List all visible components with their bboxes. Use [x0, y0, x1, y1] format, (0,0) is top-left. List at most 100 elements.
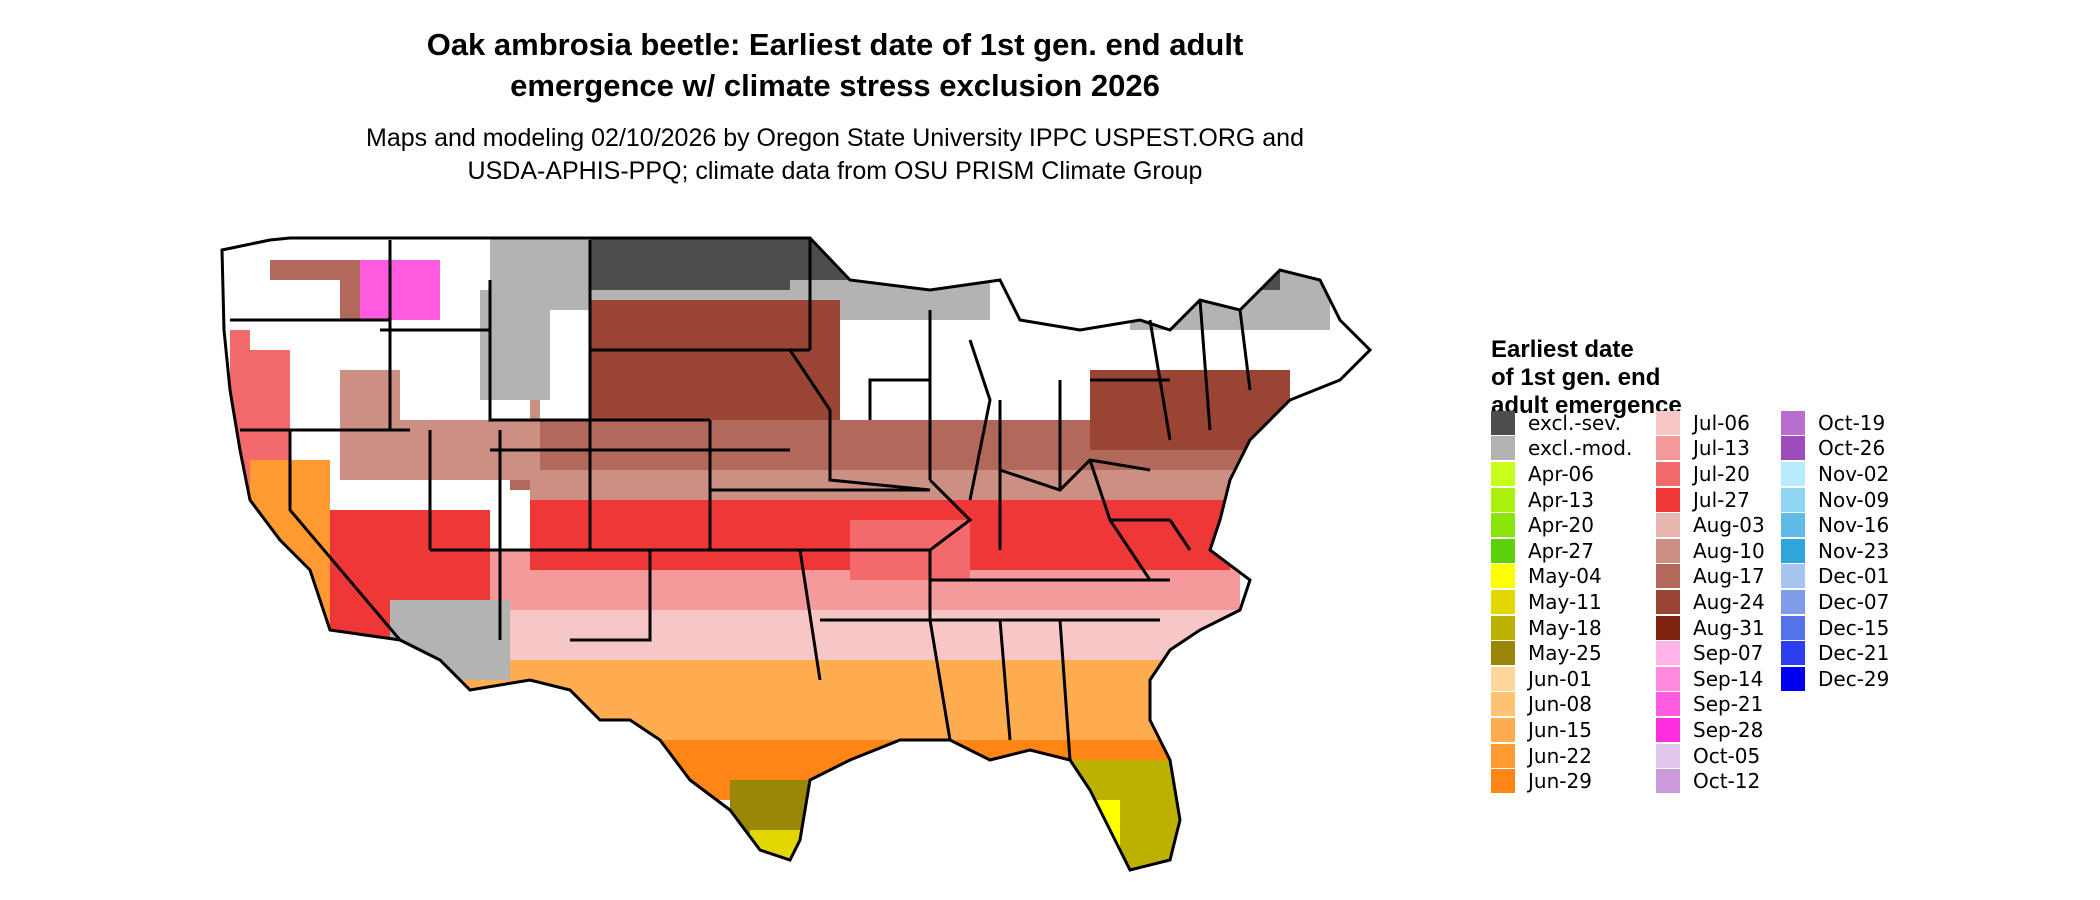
legend-item: Sep-14: [1656, 666, 1765, 692]
legend-column-1: excl.-sev. excl.-mod. Apr-06 Apr-13 Apr-20 Ap…: [1491, 410, 1632, 794]
legend-label: Sep-28: [1693, 717, 1764, 742]
legend-swatch: [1781, 666, 1805, 691]
legend-swatch: [1656, 641, 1680, 666]
legend-item: Aug-17: [1656, 564, 1765, 590]
legend-item: Jun-01: [1491, 666, 1632, 692]
legend-label: Aug-31: [1693, 615, 1765, 640]
legend-swatch: [1781, 436, 1805, 461]
legend-item: Apr-20: [1491, 512, 1632, 538]
legend-label: excl.-mod.: [1528, 436, 1633, 461]
legend-swatch: [1656, 615, 1680, 640]
legend-item: Oct-19: [1781, 410, 1889, 436]
legend-item: Oct-12: [1656, 768, 1765, 794]
legend-label: Nov-02: [1818, 461, 1890, 486]
legend-label: Apr-20: [1528, 513, 1594, 538]
legend-label: Nov-23: [1818, 538, 1890, 563]
legend-label: Dec-29: [1818, 666, 1890, 691]
legend-label: Aug-10: [1693, 538, 1765, 563]
legend-item: May-11: [1491, 589, 1632, 615]
legend-label: May-25: [1528, 641, 1602, 666]
legend-swatch: [1656, 538, 1680, 563]
legend-swatch: [1491, 692, 1515, 717]
legend-title-line-2: of 1st gen. end: [1491, 364, 1661, 391]
legend-swatch: [1781, 513, 1805, 538]
legend-label: Oct-19: [1818, 410, 1886, 435]
legend-label: Dec-07: [1818, 589, 1890, 614]
legend-item: Nov-23: [1781, 538, 1889, 564]
legend-item: May-18: [1491, 615, 1632, 641]
legend-label: Sep-21: [1693, 692, 1764, 717]
legend-swatch: [1781, 487, 1805, 512]
state-boundaries: [220, 236, 1373, 872]
legend-item: Jul-20: [1656, 461, 1765, 487]
legend-title-line-1: Earliest date: [1491, 336, 1634, 363]
legend-label: Jun-29: [1528, 769, 1592, 794]
legend-item: Sep-07: [1656, 640, 1765, 666]
legend-label: May-04: [1528, 564, 1602, 589]
legend-swatch: [1491, 666, 1515, 691]
legend-item: Jul-13: [1656, 436, 1765, 462]
legend-label: Nov-09: [1818, 487, 1890, 512]
legend-label: Sep-07: [1693, 641, 1764, 666]
legend-label: Aug-17: [1693, 564, 1765, 589]
legend-label: Dec-01: [1818, 564, 1890, 589]
legend-label: Nov-16: [1818, 513, 1890, 538]
legend-swatch: [1781, 641, 1805, 666]
legend-label: Jul-06: [1693, 410, 1750, 435]
legend-swatch: [1491, 513, 1515, 538]
legend-swatch: [1491, 410, 1515, 435]
legend-item: Nov-02: [1781, 461, 1889, 487]
map-subtitle-line-1: Maps and modeling 02/10/2026 by Oregon S…: [366, 124, 1304, 152]
legend-label: Aug-03: [1693, 513, 1765, 538]
legend-swatch: [1656, 564, 1680, 589]
legend-swatch: [1491, 615, 1515, 640]
legend-item: Jun-29: [1491, 768, 1632, 794]
legend-label: Sep-14: [1693, 666, 1764, 691]
legend-swatch: [1781, 410, 1805, 435]
legend-swatch: [1491, 436, 1515, 461]
legend-swatch: [1491, 641, 1515, 666]
legend-item: Aug-10: [1656, 538, 1765, 564]
legend-swatch: [1656, 589, 1680, 614]
legend-item: Dec-21: [1781, 640, 1889, 666]
legend-item: Dec-01: [1781, 564, 1889, 590]
legend-item: Aug-03: [1656, 512, 1765, 538]
emergence-date-raster: [222, 238, 1370, 870]
legend-item: Oct-26: [1781, 436, 1889, 462]
legend-label: Jun-15: [1528, 717, 1592, 742]
map-subtitle-line-2: USDA-APHIS-PPQ; climate data from OSU PR…: [467, 157, 1203, 185]
legend-label: Jun-08: [1528, 692, 1592, 717]
legend-swatch: [1656, 513, 1680, 538]
legend-item: Jun-22: [1491, 743, 1632, 769]
legend-item: excl.-sev.: [1491, 410, 1632, 436]
legend-item: May-25: [1491, 640, 1632, 666]
legend-swatch: [1491, 717, 1515, 742]
us-emergence-map: [220, 236, 1373, 872]
legend-item: excl.-mod.: [1491, 436, 1632, 462]
legend-label: Oct-12: [1693, 769, 1761, 794]
legend-label: Apr-06: [1528, 461, 1594, 486]
legend-swatch: [1781, 564, 1805, 589]
legend-label: Jul-27: [1693, 487, 1750, 512]
legend-swatch: [1491, 461, 1515, 486]
legend-label: Aug-24: [1693, 589, 1765, 614]
legend-label: Apr-27: [1528, 538, 1594, 563]
legend-label: Jun-01: [1528, 666, 1592, 691]
map-title-line-2: emergence w/ climate stress exclusion 20…: [510, 68, 1160, 103]
legend-item: Sep-28: [1656, 717, 1765, 743]
legend-swatch: [1656, 692, 1680, 717]
legend-swatch: [1491, 564, 1515, 589]
legend-item: Dec-29: [1781, 666, 1889, 692]
legend-swatch: [1656, 769, 1680, 794]
legend-swatch: [1656, 436, 1680, 461]
legend-item: Apr-27: [1491, 538, 1632, 564]
legend-swatch: [1656, 666, 1680, 691]
legend-title-line-3: adult emergence: [1491, 392, 1682, 419]
legend-label: excl.-sev.: [1528, 410, 1621, 435]
legend-item: Aug-24: [1656, 589, 1765, 615]
legend-label: Dec-15: [1818, 615, 1890, 640]
legend-swatch: [1781, 615, 1805, 640]
legend-item: Jun-08: [1491, 692, 1632, 718]
legend-swatch: [1781, 461, 1805, 486]
legend-item: Dec-07: [1781, 589, 1889, 615]
